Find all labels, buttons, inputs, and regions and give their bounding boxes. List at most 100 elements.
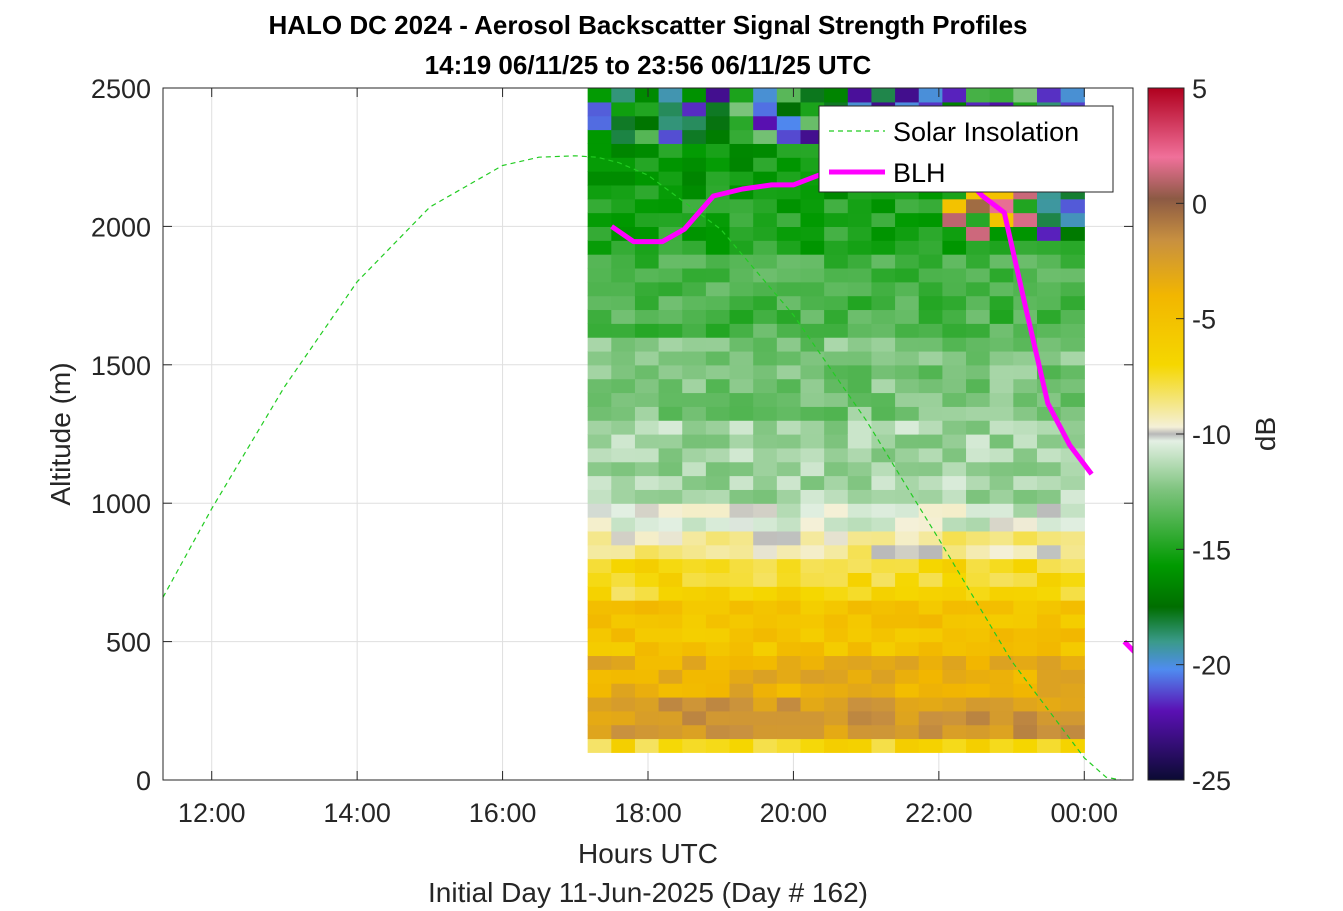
heatmap-cell: [658, 323, 683, 338]
heatmap-cell: [658, 171, 683, 186]
heatmap-cell: [658, 530, 683, 546]
heatmap-cell: [587, 88, 612, 103]
heatmap-cell: [800, 434, 825, 449]
heatmap-cell: [658, 461, 683, 477]
heatmap-cell: [989, 641, 1014, 657]
heatmap-cell: [634, 600, 660, 615]
heatmap-cell: [705, 655, 731, 670]
heatmap-cell: [942, 475, 967, 490]
heatmap-cell: [847, 613, 873, 629]
heatmap-cell: [682, 655, 707, 670]
heatmap-cell: [1060, 683, 1085, 698]
heatmap-cell: [658, 378, 683, 394]
heatmap-cell: [918, 683, 943, 698]
heatmap-cell: [847, 392, 873, 407]
heatmap-cell: [895, 517, 920, 532]
heatmap-cell: [942, 392, 967, 407]
heatmap-cell: [1060, 198, 1085, 214]
heatmap-cell: [871, 350, 896, 366]
heatmap-cell: [611, 503, 636, 518]
heatmap-cell: [1060, 475, 1085, 490]
heatmap-cell: [966, 641, 991, 657]
heatmap-cell: [658, 475, 683, 490]
heatmap-cell: [587, 129, 612, 144]
heatmap-cell: [1036, 517, 1062, 532]
heatmap-cell: [611, 88, 636, 103]
heatmap-cell: [729, 613, 754, 629]
heatmap-cell: [611, 171, 636, 186]
heatmap-cell: [966, 489, 991, 504]
heatmap-cell: [1036, 696, 1062, 712]
heatmap-cell: [871, 517, 896, 532]
heatmap-cell: [1036, 323, 1062, 338]
heatmap-cell: [895, 212, 920, 227]
heatmap-cell: [800, 738, 825, 753]
heatmap-cell: [942, 281, 967, 297]
heatmap-cell: [989, 586, 1014, 601]
heatmap-cell: [942, 420, 967, 435]
heatmap-cell: [895, 683, 920, 698]
heatmap-cell: [587, 434, 612, 449]
heatmap-cell: [824, 378, 849, 394]
heatmap-cell: [942, 613, 967, 629]
heatmap-cell: [989, 212, 1014, 227]
heatmap-cell: [682, 323, 707, 338]
heatmap-cell: [800, 669, 825, 684]
heatmap-cell: [942, 226, 967, 241]
heatmap-cell: [1060, 710, 1085, 726]
heatmap-cell: [587, 378, 612, 394]
heatmap-cell: [1036, 461, 1062, 477]
heatmap-cell: [634, 641, 660, 657]
heatmap-cell: [824, 655, 849, 670]
heatmap-cell: [871, 378, 896, 394]
heatmap-cell: [1013, 503, 1038, 518]
y-tick-label: 2000: [91, 212, 151, 242]
heatmap-cell: [989, 295, 1014, 311]
heatmap-cell: [847, 434, 873, 449]
heatmap-cell: [682, 572, 707, 587]
heatmap-cell: [918, 88, 943, 103]
heatmap-cell: [776, 281, 802, 297]
heatmap-cell: [1036, 212, 1062, 227]
heatmap-cell: [1060, 337, 1085, 352]
heatmap-cell: [611, 267, 636, 283]
heatmap-cell: [611, 475, 636, 490]
heatmap-cell: [1036, 724, 1062, 740]
heatmap-cell: [1036, 254, 1062, 269]
heatmap-cell: [800, 586, 825, 601]
heatmap-cell: [611, 586, 636, 601]
heatmap-cell: [871, 364, 896, 380]
heatmap-cell: [895, 434, 920, 449]
heatmap-cell: [634, 309, 660, 324]
heatmap-cell: [847, 669, 873, 684]
heatmap-cell: [658, 101, 683, 117]
heatmap-cell: [658, 254, 683, 269]
heatmap-cell: [1036, 309, 1062, 324]
heatmap-cell: [682, 696, 707, 712]
heatmap-cell: [682, 337, 707, 352]
heatmap-cell: [1013, 212, 1038, 227]
heatmap-cell: [776, 267, 802, 283]
heatmap-cell: [918, 378, 943, 394]
heatmap-cell: [966, 627, 991, 643]
heatmap-cell: [776, 544, 802, 560]
heatmap-cell: [658, 710, 683, 726]
heatmap-cell: [753, 171, 778, 186]
heatmap-cell: [847, 586, 873, 601]
heatmap-cell: [729, 420, 754, 435]
heatmap-cell: [989, 281, 1014, 297]
heatmap-cell: [1060, 655, 1085, 670]
heatmap-cell: [942, 641, 967, 657]
heatmap-cell: [658, 420, 683, 435]
heatmap-cell: [634, 254, 660, 269]
heatmap-cell: [705, 198, 731, 214]
heatmap-cell: [989, 254, 1014, 269]
heatmap-cell: [753, 586, 778, 601]
heatmap-cell: [587, 171, 612, 186]
heatmap-cell: [1013, 724, 1038, 740]
heatmap-cell: [753, 337, 778, 352]
heatmap-cell: [1060, 586, 1085, 601]
heatmap-cell: [895, 461, 920, 477]
heatmap-cell: [658, 350, 683, 366]
heatmap-cell: [776, 309, 802, 324]
